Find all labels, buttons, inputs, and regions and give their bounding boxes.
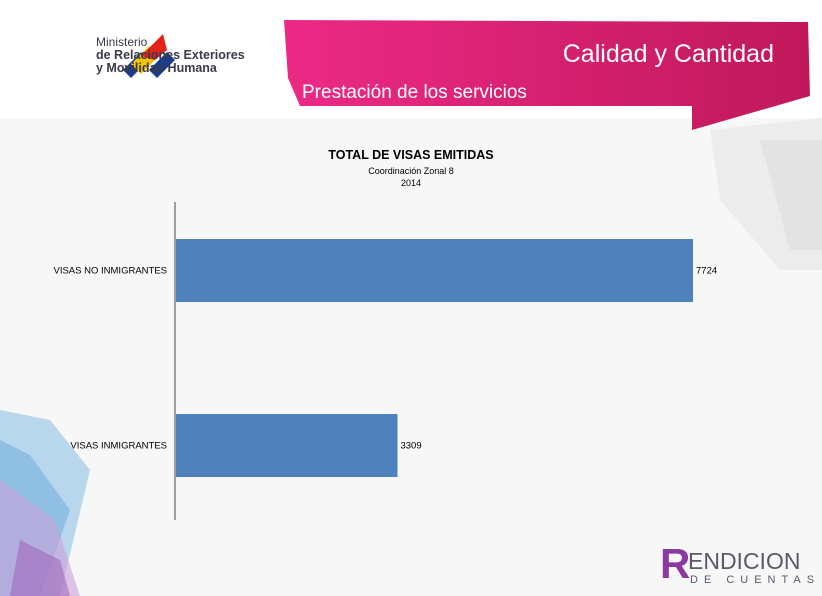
logo-line-3: y Movilidad Humana bbox=[96, 61, 217, 75]
chart-subtitle-year: 2014 bbox=[400, 178, 422, 188]
page-title: Calidad y Cantidad bbox=[562, 40, 774, 68]
value-label-0: 7724 bbox=[696, 266, 717, 277]
chart-title: TOTAL DE VISAS EMITIDAS bbox=[328, 148, 494, 162]
page-subtitle: Prestación de los servicios bbox=[302, 82, 527, 103]
category-label-1: VISAS INMIGRANTES bbox=[70, 441, 167, 452]
header-banner bbox=[284, 20, 810, 130]
bar-0 bbox=[176, 239, 693, 302]
value-label-1: 3309 bbox=[400, 441, 421, 452]
rendicion-logo-top: ENDICION bbox=[688, 548, 801, 574]
logo-line-2: de Relaciones Exteriores bbox=[96, 48, 245, 62]
chart-subtitle-region: Coordinación Zonal 8 bbox=[368, 166, 454, 176]
category-label-0: VISAS NO INMIGRANTES bbox=[54, 266, 168, 277]
ministry-logo-icon bbox=[123, 34, 175, 78]
rendicion-logo-letter: R bbox=[660, 540, 691, 587]
ministry-logo-text: Ministerio de Relaciones Exteriores y Mo… bbox=[96, 36, 245, 75]
logo-line-1: Ministerio bbox=[96, 35, 148, 49]
rendicion-logo-bottom: DE CUENTAS bbox=[690, 574, 821, 586]
bar-1 bbox=[176, 414, 398, 477]
content-background bbox=[0, 118, 822, 596]
